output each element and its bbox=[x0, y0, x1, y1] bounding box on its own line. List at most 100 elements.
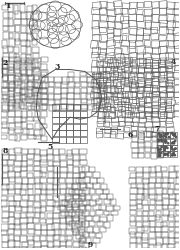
Bar bbox=[149, 205, 155, 210]
Bar bbox=[33, 53, 39, 59]
Bar bbox=[81, 88, 87, 93]
Bar bbox=[66, 117, 73, 123]
Bar bbox=[144, 68, 152, 73]
Bar bbox=[8, 235, 14, 241]
Bar bbox=[148, 244, 154, 249]
Bar bbox=[114, 22, 122, 30]
Bar bbox=[34, 135, 41, 139]
Bar bbox=[145, 82, 151, 88]
Bar bbox=[98, 112, 105, 118]
Bar bbox=[106, 48, 115, 56]
Bar bbox=[14, 246, 20, 250]
Bar bbox=[34, 58, 41, 62]
Bar bbox=[151, 132, 156, 137]
Bar bbox=[21, 64, 26, 69]
Bar bbox=[20, 201, 28, 206]
Bar bbox=[21, 206, 28, 212]
Bar bbox=[2, 105, 9, 112]
Bar bbox=[66, 196, 73, 202]
Bar bbox=[53, 172, 60, 178]
Bar bbox=[20, 212, 26, 218]
Bar bbox=[9, 124, 15, 130]
Bar bbox=[46, 206, 54, 211]
Bar bbox=[152, 97, 160, 101]
Bar bbox=[150, 22, 160, 30]
Bar bbox=[110, 76, 118, 81]
Bar bbox=[114, 104, 123, 110]
Bar bbox=[8, 172, 15, 178]
Bar bbox=[9, 94, 14, 100]
Bar bbox=[53, 196, 59, 201]
Bar bbox=[92, 106, 99, 112]
Bar bbox=[83, 188, 90, 194]
Bar bbox=[103, 77, 110, 83]
Bar bbox=[68, 105, 74, 110]
Bar bbox=[2, 172, 8, 178]
Bar bbox=[103, 67, 111, 72]
Bar bbox=[130, 60, 136, 67]
Bar bbox=[2, 69, 7, 74]
Bar bbox=[80, 224, 85, 229]
Bar bbox=[157, 153, 163, 158]
Bar bbox=[93, 172, 100, 178]
Bar bbox=[68, 72, 74, 77]
Bar bbox=[138, 67, 145, 73]
Bar bbox=[137, 21, 146, 29]
Bar bbox=[1, 134, 7, 139]
Bar bbox=[110, 108, 116, 113]
Text: 2: 2 bbox=[3, 58, 8, 66]
Bar bbox=[138, 142, 145, 147]
Text: 3: 3 bbox=[55, 62, 60, 70]
Bar bbox=[8, 20, 13, 26]
Bar bbox=[145, 111, 152, 116]
Bar bbox=[97, 93, 105, 98]
Bar bbox=[73, 248, 79, 250]
Bar bbox=[20, 102, 24, 109]
Bar bbox=[144, 47, 153, 53]
Bar bbox=[150, 200, 155, 205]
Bar bbox=[111, 102, 118, 108]
Bar bbox=[80, 104, 87, 110]
Bar bbox=[55, 88, 61, 94]
Bar bbox=[8, 189, 15, 194]
Bar bbox=[22, 156, 27, 161]
Bar bbox=[14, 81, 22, 85]
Bar bbox=[106, 92, 114, 100]
Bar bbox=[54, 77, 62, 83]
Circle shape bbox=[173, 153, 174, 154]
Bar bbox=[166, 112, 172, 118]
Bar bbox=[149, 166, 156, 173]
Bar bbox=[91, 8, 100, 15]
Bar bbox=[2, 184, 9, 190]
Bar bbox=[130, 200, 136, 205]
Bar bbox=[157, 152, 163, 158]
Bar bbox=[120, 16, 129, 24]
Bar bbox=[143, 28, 151, 36]
Bar bbox=[114, 29, 121, 36]
Bar bbox=[151, 153, 157, 159]
Bar bbox=[66, 216, 72, 222]
Bar bbox=[65, 236, 72, 240]
Bar bbox=[15, 122, 22, 127]
Bar bbox=[139, 102, 145, 107]
Bar bbox=[48, 99, 54, 105]
Bar bbox=[137, 9, 143, 15]
Bar bbox=[145, 136, 151, 141]
Bar bbox=[131, 131, 137, 138]
Bar bbox=[27, 111, 32, 117]
Circle shape bbox=[165, 133, 166, 134]
Bar bbox=[98, 42, 107, 50]
Bar bbox=[113, 206, 120, 210]
Bar bbox=[54, 229, 61, 235]
Bar bbox=[145, 87, 153, 93]
Bar bbox=[48, 172, 54, 177]
Bar bbox=[73, 207, 80, 212]
Bar bbox=[97, 97, 104, 102]
Bar bbox=[159, 99, 165, 105]
Bar bbox=[167, 77, 174, 84]
Bar bbox=[117, 112, 125, 118]
Bar bbox=[167, 41, 174, 48]
Bar bbox=[73, 172, 80, 178]
Bar bbox=[40, 110, 47, 117]
Bar bbox=[79, 166, 85, 172]
